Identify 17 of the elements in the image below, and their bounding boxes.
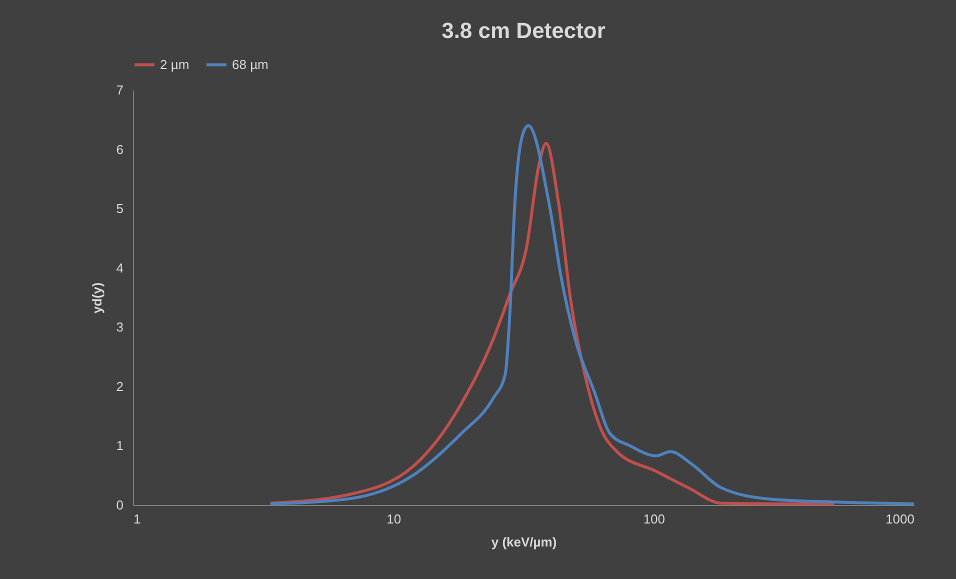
legend-label: 2 µm — [160, 56, 190, 72]
y-tick-label: 0 — [116, 498, 124, 512]
x-tick-label: 1 — [134, 512, 141, 526]
y-axis-title: yd(y) — [89, 282, 104, 314]
y-tick-label: 7 — [116, 82, 124, 98]
y-tick-label: 1 — [116, 438, 124, 454]
y-tick-label: 2 — [116, 378, 124, 394]
x-axis-title: y (keV/µm) — [491, 534, 557, 550]
x-tick-label: 10 — [386, 512, 402, 526]
y-tick-label: 6 — [116, 142, 124, 157]
y-tick-label: 3 — [116, 320, 124, 335]
x-tick-label: 1000 — [886, 512, 914, 526]
chart-title: 3.8 cm Detector — [442, 18, 606, 43]
legend-label: 68 µm — [232, 56, 268, 72]
y-tick-label: 4 — [116, 260, 124, 276]
x-tick-label: 100 — [643, 512, 666, 526]
y-tick-label: 5 — [116, 201, 124, 216]
